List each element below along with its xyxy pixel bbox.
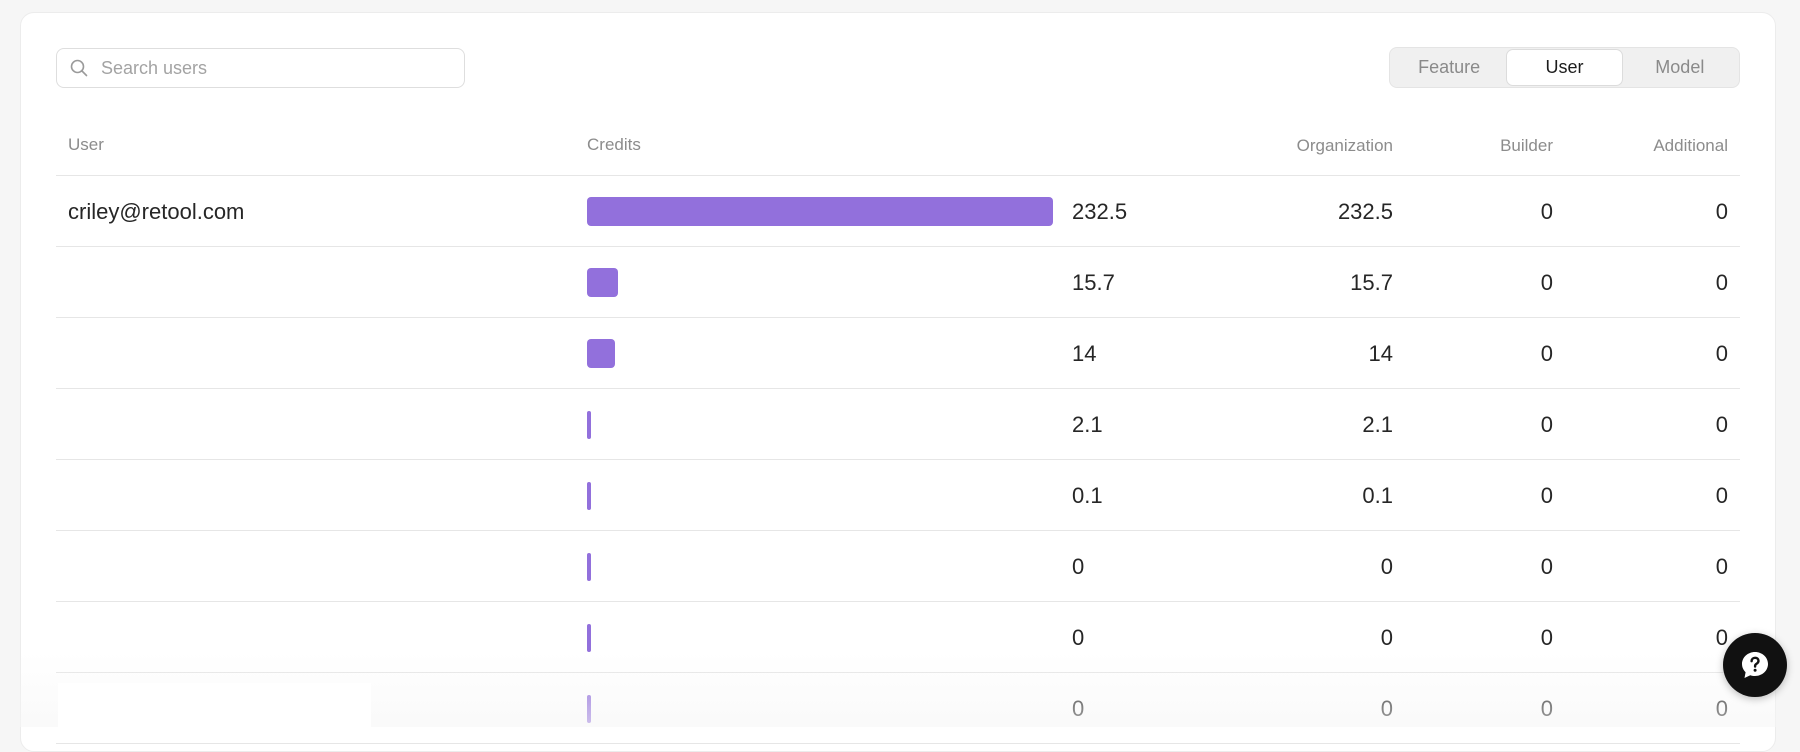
table-row[interactable]: 15.7 15.7 0 0 (56, 247, 1740, 318)
column-header-user[interactable]: User (68, 135, 104, 154)
credits-value: 15.7 (1072, 269, 1115, 295)
additional-value: 0 (1715, 411, 1728, 437)
credits-bar (587, 268, 618, 297)
additional-value: 0 (1715, 340, 1728, 366)
credits-bar (587, 410, 591, 439)
usage-card (20, 12, 1776, 752)
tab-user[interactable]: User (1506, 49, 1623, 86)
column-header-builder[interactable]: Builder (1500, 136, 1553, 155)
credits-bar-cell (587, 602, 1057, 673)
organization-value: 0 (1380, 553, 1393, 579)
credits-bar-cell (587, 318, 1057, 389)
organization-value: 0 (1380, 624, 1393, 650)
table-row[interactable]: 0 0 0 0 (56, 531, 1740, 602)
usage-table: User Credits Organization Builder Additi… (56, 110, 1740, 744)
builder-value: 0 (1540, 553, 1553, 579)
credits-bar-cell (587, 673, 1057, 744)
credits-bar-cell (587, 389, 1057, 460)
additional-value: 0 (1715, 198, 1728, 224)
organization-value: 232.5 (1337, 198, 1393, 224)
table-header: User Credits Organization Builder Additi… (56, 110, 1740, 176)
credits-value: 0.1 (1072, 482, 1103, 508)
credits-value: 0 (1072, 624, 1085, 650)
credits-bar (587, 623, 591, 652)
search-input[interactable] (101, 57, 441, 79)
builder-value: 0 (1540, 695, 1553, 721)
organization-value: 2.1 (1362, 411, 1393, 437)
builder-value: 0 (1540, 411, 1553, 437)
credits-bar (587, 481, 591, 510)
additional-value: 0 (1715, 624, 1728, 650)
tab-model[interactable]: Model (1655, 57, 1705, 77)
table-body: criley@retool.com 232.5 232.5 0 0 15.7 15.7 0 0 1… (56, 176, 1740, 744)
column-header-additional[interactable]: Additional (1653, 136, 1728, 155)
builder-value: 0 (1540, 482, 1553, 508)
table-row[interactable]: 0.1 0.1 0 0 (56, 460, 1740, 531)
credits-value: 2.1 (1072, 411, 1103, 437)
additional-value: 0 (1715, 482, 1728, 508)
credits-bar (587, 339, 615, 368)
tab-feature[interactable]: Feature (1418, 57, 1481, 77)
organization-value: 0.1 (1362, 482, 1393, 508)
column-header-credits[interactable]: Credits (587, 135, 641, 154)
organization-value: 15.7 (1350, 269, 1393, 295)
credits-value: 0 (1072, 695, 1085, 721)
help-button[interactable] (1723, 633, 1787, 697)
credits-bar (587, 552, 591, 581)
user-email: criley@retool.com (68, 198, 245, 224)
builder-value: 0 (1540, 269, 1553, 295)
user-cell-overlay (58, 683, 371, 727)
credits-bar-cell (587, 247, 1057, 318)
credits-value: 14 (1072, 340, 1097, 366)
table-row[interactable]: criley@retool.com 232.5 232.5 0 0 (56, 176, 1740, 247)
organization-value: 0 (1380, 695, 1393, 721)
credits-bar (587, 197, 1053, 226)
credits-bar-cell (587, 531, 1057, 602)
table-row[interactable]: 2.1 2.1 0 0 (56, 389, 1740, 460)
builder-value: 0 (1540, 624, 1553, 650)
help-question-icon (1742, 652, 1768, 678)
search-icon (57, 48, 101, 88)
organization-value: 14 (1368, 340, 1393, 366)
additional-value: 0 (1715, 553, 1728, 579)
credits-bar-cell (587, 176, 1057, 247)
credits-bar-cell (587, 460, 1057, 531)
column-header-organization[interactable]: Organization (1296, 136, 1393, 155)
additional-value: 0 (1715, 269, 1728, 295)
credits-value: 0 (1072, 553, 1085, 579)
search-box[interactable] (56, 48, 465, 88)
credits-bar (587, 694, 591, 723)
builder-value: 0 (1540, 340, 1553, 366)
table-row[interactable]: 0 0 0 0 (56, 602, 1740, 673)
additional-value: 0 (1715, 695, 1728, 721)
table-row[interactable]: 14 14 0 0 (56, 318, 1740, 389)
builder-value: 0 (1540, 198, 1553, 224)
group-by-toggle: Feature User Model (1389, 47, 1740, 88)
credits-value: 232.5 (1072, 198, 1128, 224)
